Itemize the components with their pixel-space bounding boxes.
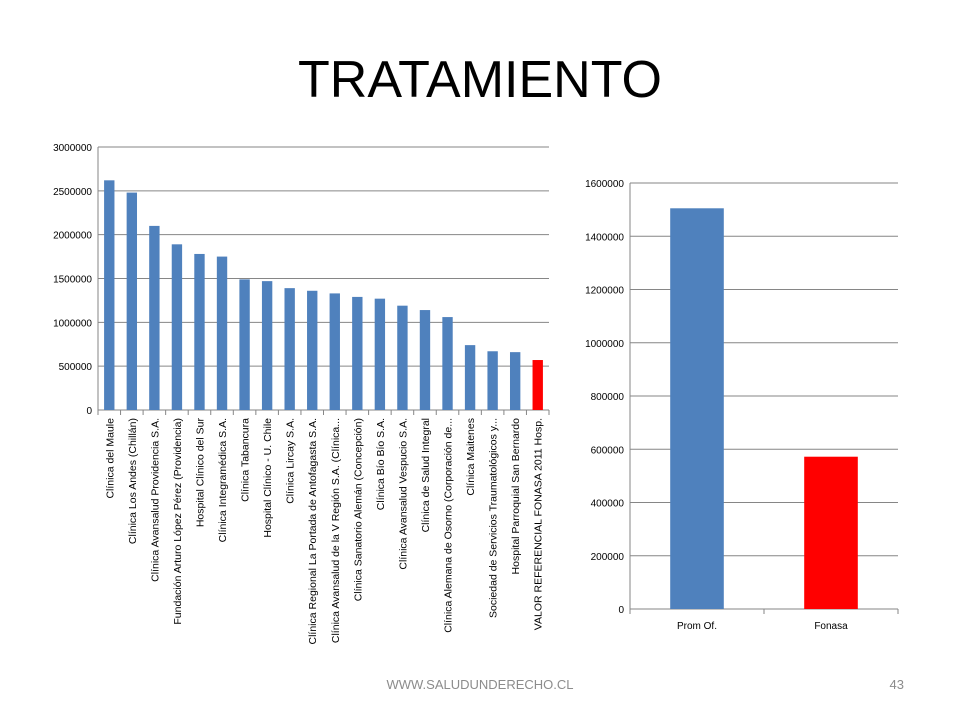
bar xyxy=(307,290,318,410)
x-category-label: Clínica Tabancura xyxy=(240,418,252,502)
bar xyxy=(261,281,273,410)
bar xyxy=(329,293,340,410)
y-tick-label: 1200000 xyxy=(585,286,624,297)
bar xyxy=(239,279,250,410)
bar xyxy=(670,208,724,609)
x-category-label: Hospital Parroquial San Bernardo xyxy=(510,418,522,575)
average-vs-fonasa-bar-chart: 0 200000 400000 600000 800000 1000000 1200000 1… xyxy=(585,179,899,632)
bar xyxy=(442,317,453,410)
bar xyxy=(487,351,498,410)
bar xyxy=(532,360,543,410)
y-tick-label: 2000000 xyxy=(53,231,92,242)
y-tick-label: 1000000 xyxy=(53,318,92,329)
y-tick-label: 0 xyxy=(618,605,624,616)
x-category-label: Clínica Maitenes xyxy=(465,418,477,496)
page-number: 43 xyxy=(889,677,904,692)
x-category-label: Clínica Alemana de Osorno (Corporación d… xyxy=(443,418,455,633)
y-tick-label: 1000000 xyxy=(585,339,624,350)
x-category-label: Clínica Regional La Portada de Antofagas… xyxy=(307,418,319,644)
bar xyxy=(126,192,138,410)
x-category-label: VALOR REFERENCIAL FONASA 2011 Hosp. xyxy=(533,418,545,630)
bar xyxy=(104,180,115,410)
x-category-label: Clínica Avansalud de la V Región S.A. (C… xyxy=(330,418,342,643)
footer-url: WWW.SALUDUNDERECHO.CL xyxy=(386,677,574,692)
bar xyxy=(397,305,408,410)
x-category-label: Clínica Avansalud Vespucio S.A. xyxy=(397,418,409,570)
x-category-label: Fonasa xyxy=(814,621,848,632)
x-category-label: Clínica Lircay S.A. xyxy=(285,418,297,504)
x-category-label: Prom Of. xyxy=(677,621,717,632)
bar xyxy=(464,345,476,410)
x-category-label: Fundación Arturo López Pérez (Providenci… xyxy=(172,418,184,625)
x-category-label: Clínica Avansalud Providencia S.A. xyxy=(149,418,161,582)
bar xyxy=(284,288,295,410)
y-tick-label: 500000 xyxy=(59,362,93,373)
bar xyxy=(804,456,858,609)
bar xyxy=(171,244,183,410)
x-category-label: Clínica de Salud Integral xyxy=(420,418,432,532)
y-tick-label: 800000 xyxy=(591,392,625,403)
bar xyxy=(374,298,386,410)
y-tick-label: 1400000 xyxy=(585,232,624,243)
x-category-label: Hospital Clínico - U. Chile xyxy=(262,418,274,538)
bar xyxy=(216,256,228,410)
y-tick-label: 0 xyxy=(86,406,92,417)
bar xyxy=(149,225,160,410)
x-category-label: Clínica Sanatorio Alemán (Concepción) xyxy=(352,418,364,601)
bar xyxy=(194,253,205,410)
y-tick-label: 400000 xyxy=(591,499,625,510)
y-tick-label: 1500000 xyxy=(53,275,92,286)
bar xyxy=(509,352,521,410)
y-tick-label: 1600000 xyxy=(585,179,624,190)
bar xyxy=(419,310,431,410)
x-category-label: Clínica del Maule xyxy=(104,418,116,499)
x-category-label: Clínica Los Andes (Chillán) xyxy=(127,418,139,544)
x-category-label: Clínica Integramédica S.A. xyxy=(217,418,229,542)
y-tick-label: 600000 xyxy=(591,445,625,456)
slide-title: TRATAMIENTO xyxy=(298,51,662,109)
bar xyxy=(352,296,363,410)
y-tick-label: 2500000 xyxy=(53,187,92,198)
x-category-label: Sociedad de Servicios Traumatológicos y.… xyxy=(488,418,500,618)
hospital-cost-bar-chart: 0 500000 1000000 1500000 2000000 2500000 30000… xyxy=(53,143,550,644)
x-category-label: Clínica Bío Bío S.A. xyxy=(375,418,387,510)
x-category-label: Hospital Clínico del Sur xyxy=(194,418,206,528)
y-tick-label: 3000000 xyxy=(53,143,92,154)
y-tick-label: 200000 xyxy=(591,552,625,563)
